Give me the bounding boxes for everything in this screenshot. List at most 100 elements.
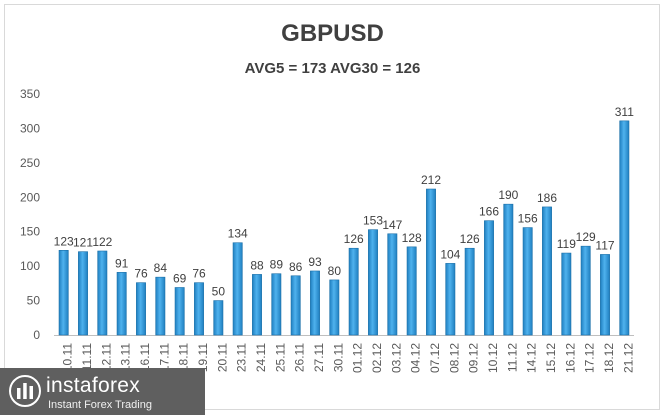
x-tick-label: 14.12 — [525, 343, 539, 373]
y-tick-label: 100 — [20, 259, 40, 273]
data-label: 134 — [228, 227, 248, 241]
bar-27.11 — [310, 270, 320, 336]
bar-20.11 — [213, 300, 224, 336]
x-tick-label: 10.12 — [486, 343, 500, 373]
chart-subtitle: AVG5 = 173 AVG30 = 126 — [244, 60, 421, 77]
data-label: 76 — [192, 267, 206, 281]
x-tick-label: 23.11 — [235, 343, 249, 372]
x-tick-label: 11.11 — [80, 343, 94, 372]
data-label: 84 — [154, 261, 168, 275]
x-tick-label: 01.12 — [351, 343, 365, 373]
bar-21.12 — [619, 120, 630, 336]
bar-18.11 — [174, 287, 185, 336]
x-tick-label: 18.12 — [602, 343, 616, 373]
x-tick-label: 15.12 — [544, 343, 558, 373]
bar-15.12 — [542, 206, 552, 336]
bar-10.11 — [58, 250, 69, 336]
bar-14.12 — [522, 227, 533, 336]
data-label: 76 — [134, 267, 148, 281]
x-tick-label: 17.11 — [157, 343, 171, 372]
brand-tagline: Instant Forex Trading — [48, 399, 152, 411]
instaforex-logo-icon — [9, 375, 41, 407]
x-tick-label: 18.11 — [177, 343, 191, 372]
data-label: 190 — [498, 188, 518, 202]
data-label: 86 — [289, 260, 303, 274]
bar-23.11 — [232, 242, 243, 336]
bar-04.12 — [406, 246, 417, 336]
bar-03.12 — [387, 233, 398, 336]
x-tick-label: 04.12 — [409, 343, 423, 373]
data-label: 119 — [557, 237, 576, 251]
bar-13.11 — [116, 272, 127, 336]
data-label: 128 — [402, 231, 422, 245]
instaforex-watermark: instaforex Instant Forex Trading — [0, 368, 205, 415]
data-label: 212 — [421, 173, 441, 187]
x-tick-label: 24.11 — [254, 343, 268, 372]
y-tick-label: 300 — [20, 121, 40, 135]
data-label: 93 — [308, 255, 322, 269]
y-tick-label: 0 — [33, 328, 40, 342]
x-tick-label: 25.11 — [273, 343, 287, 372]
x-tick-label: 26.11 — [293, 343, 307, 372]
x-tick-label: 30.11 — [331, 343, 345, 372]
bar-12.11 — [97, 250, 108, 336]
x-tick-label: 16.12 — [563, 343, 577, 373]
y-tick-label: 50 — [27, 294, 41, 308]
y-tick-label: 350 — [20, 87, 40, 101]
x-tick-label: 27.11 — [312, 343, 326, 372]
bar-16.12 — [561, 252, 572, 336]
y-tick-label: 250 — [20, 156, 40, 170]
bar-19.11 — [194, 282, 204, 336]
data-label: 129 — [576, 230, 596, 244]
x-tick-label: 09.12 — [467, 343, 481, 373]
bar-10.12 — [484, 220, 494, 336]
data-label: 311 — [615, 105, 634, 119]
bar-09.12 — [464, 247, 475, 336]
bar-11.11 — [78, 251, 88, 336]
data-label: 126 — [460, 232, 480, 246]
x-tick-label: 20.11 — [215, 343, 229, 372]
bar-08.12 — [445, 263, 456, 336]
data-label: 166 — [479, 205, 499, 219]
data-label: 88 — [250, 258, 264, 272]
data-label: 89 — [270, 258, 284, 272]
data-label: 50 — [212, 285, 226, 299]
x-tick-label: 16.11 — [138, 343, 152, 372]
bar-24.11 — [252, 274, 262, 336]
x-tick-label: 10.11 — [61, 343, 75, 372]
data-label: 91 — [115, 256, 129, 270]
x-tick-label: 21.12 — [621, 343, 635, 373]
x-tick-label: 07.12 — [428, 343, 442, 373]
y-tick-label: 150 — [20, 225, 40, 239]
data-label: 69 — [173, 271, 187, 285]
data-label: 153 — [363, 214, 383, 228]
x-tick-label: 03.12 — [389, 343, 403, 373]
x-tick-label: 19.11 — [196, 343, 210, 372]
bar-02.12 — [368, 229, 378, 336]
y-axis: 0 50 100 150 200 250 300 350 — [20, 87, 634, 342]
x-tick-label: 11.12 — [505, 343, 519, 372]
x-axis: 10.11 11.11 12.11 13.11 16.11 17.11 18.11 19.11… — [61, 343, 636, 373]
x-tick-label: 12.11 — [99, 343, 113, 372]
data-label: 122 — [92, 235, 112, 249]
bar-26.11 — [290, 275, 301, 336]
x-tick-label: 17.12 — [583, 343, 597, 373]
data-label: 123 — [54, 234, 74, 248]
bar-11.12 — [503, 203, 514, 336]
x-tick-label: 13.11 — [119, 343, 133, 372]
bar-07.12 — [426, 188, 436, 336]
bar-17.11 — [155, 276, 166, 336]
bar-30.11 — [329, 279, 340, 336]
data-label: 104 — [440, 247, 460, 261]
x-tick-label: 08.12 — [447, 343, 461, 373]
brand-name: instaforex — [46, 374, 141, 397]
bar-25.11 — [271, 273, 282, 336]
bar-17.12 — [580, 245, 591, 336]
data-label: 80 — [328, 264, 342, 278]
data-label: 126 — [344, 232, 364, 246]
bar-18.12 — [600, 254, 610, 336]
bar-16.11 — [136, 282, 146, 336]
bar-01.12 — [348, 247, 359, 336]
